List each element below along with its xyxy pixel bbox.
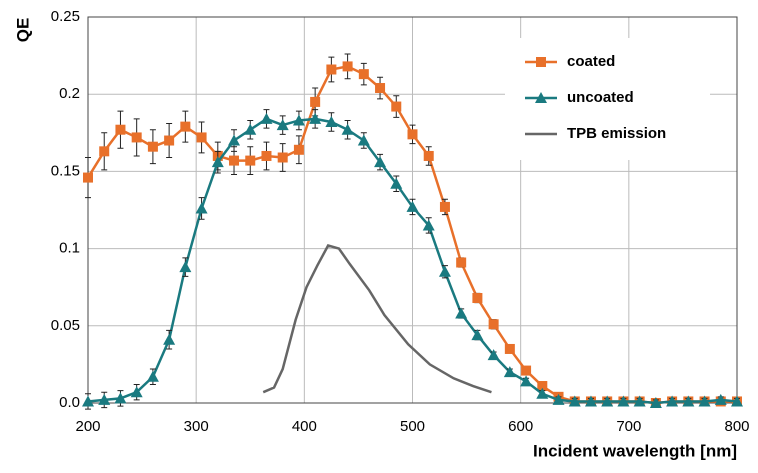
point — [146, 370, 159, 382]
point — [114, 392, 127, 404]
x-axis-label: Incident wavelength [nm] — [533, 441, 737, 460]
point — [487, 349, 500, 361]
point — [375, 83, 386, 94]
point — [438, 265, 451, 277]
legend-label: uncoated — [567, 89, 634, 106]
y-tick-label: 0.2 — [59, 85, 80, 102]
point — [406, 200, 419, 212]
point — [244, 123, 257, 135]
point — [521, 365, 532, 376]
point — [471, 329, 484, 341]
point — [82, 395, 94, 407]
point — [260, 112, 273, 124]
point — [83, 172, 93, 183]
point — [472, 293, 483, 304]
point — [584, 395, 597, 407]
y-axis-label: QE — [13, 18, 32, 43]
x-tick-label: 400 — [292, 418, 317, 435]
legend-marker — [536, 57, 546, 67]
point — [130, 386, 143, 398]
legend-label: TPB emission — [567, 125, 666, 142]
point — [633, 395, 646, 407]
x-tick-label: 500 — [400, 418, 425, 435]
point — [309, 112, 322, 124]
legend-marker — [535, 92, 547, 103]
series-line — [262, 244, 492, 394]
point — [731, 395, 743, 407]
y-tick-label: 0.0 — [59, 394, 80, 411]
plot-frame — [87, 16, 738, 404]
point — [649, 397, 662, 408]
point — [666, 395, 679, 407]
point — [98, 393, 111, 405]
point — [292, 114, 305, 126]
point — [439, 201, 450, 212]
point — [698, 395, 711, 407]
point — [390, 177, 403, 189]
point — [536, 387, 549, 399]
x-tick-label: 700 — [616, 418, 641, 435]
x-tick-label: 800 — [724, 418, 749, 435]
point — [164, 135, 175, 146]
point — [682, 395, 695, 407]
point — [617, 395, 630, 407]
point — [422, 219, 435, 231]
y-tick-label: 0.25 — [51, 8, 80, 25]
point — [293, 144, 304, 155]
point — [341, 123, 354, 135]
point — [504, 343, 515, 354]
point — [277, 152, 288, 163]
point — [229, 155, 240, 166]
x-tick-label: 200 — [75, 418, 100, 435]
point — [211, 156, 224, 168]
point — [310, 96, 321, 107]
x-tick-label: 600 — [508, 418, 533, 435]
point — [180, 121, 191, 132]
point — [163, 333, 176, 345]
y-tick-label: 0.05 — [51, 317, 80, 334]
point — [391, 101, 402, 112]
point — [245, 155, 256, 166]
point — [276, 119, 289, 131]
point — [228, 134, 241, 146]
point — [357, 134, 370, 146]
x-tick-label: 300 — [184, 418, 209, 435]
point — [407, 129, 418, 140]
point — [179, 261, 192, 273]
point — [456, 257, 467, 268]
point — [147, 141, 158, 152]
point — [537, 381, 548, 392]
point — [115, 124, 126, 135]
point — [99, 146, 110, 157]
point — [195, 202, 208, 214]
point — [326, 64, 337, 75]
point — [488, 319, 499, 330]
point — [520, 375, 533, 387]
point — [552, 393, 565, 405]
legend: coated uncoated TPB emission — [505, 38, 710, 160]
legend-label: coated — [567, 53, 615, 70]
point — [196, 132, 207, 143]
point — [358, 69, 369, 80]
point — [601, 395, 614, 407]
y-tick-label: 0.15 — [51, 162, 80, 179]
point — [374, 156, 387, 168]
point — [423, 150, 434, 161]
point — [131, 132, 142, 143]
y-tick-label: 0.1 — [59, 240, 80, 257]
point — [325, 115, 338, 127]
point — [261, 150, 272, 161]
point — [714, 393, 727, 405]
point — [342, 61, 353, 72]
point — [503, 366, 516, 378]
point — [568, 395, 581, 407]
point — [455, 307, 468, 319]
